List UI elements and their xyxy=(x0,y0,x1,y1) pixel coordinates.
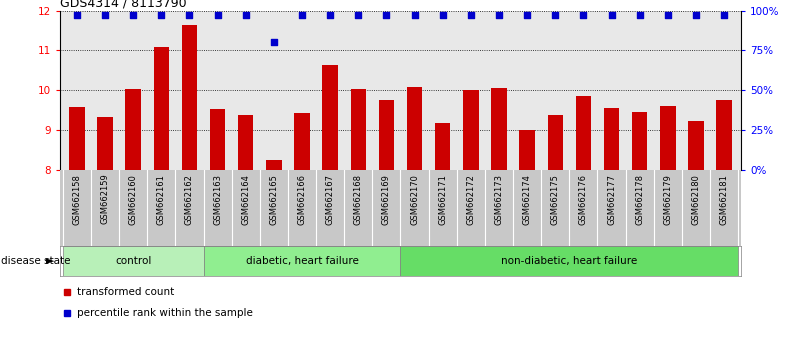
Bar xyxy=(182,24,197,170)
Bar xyxy=(323,65,338,170)
Text: GSM662165: GSM662165 xyxy=(269,174,279,224)
Text: GSM662163: GSM662163 xyxy=(213,174,222,225)
Text: disease state: disease state xyxy=(1,256,70,266)
Text: GSM662160: GSM662160 xyxy=(129,174,138,224)
Text: ►: ► xyxy=(46,256,54,266)
Text: GSM662169: GSM662169 xyxy=(382,174,391,224)
Bar xyxy=(604,108,619,170)
Bar xyxy=(351,90,366,170)
Text: GSM662180: GSM662180 xyxy=(691,174,700,224)
Point xyxy=(549,12,562,18)
Point xyxy=(662,12,674,18)
Bar xyxy=(126,90,141,170)
Point xyxy=(324,12,336,18)
Point xyxy=(127,12,139,18)
Text: GSM662161: GSM662161 xyxy=(157,174,166,224)
Text: GSM662176: GSM662176 xyxy=(579,174,588,225)
Text: GSM662179: GSM662179 xyxy=(663,174,672,224)
Bar xyxy=(379,100,394,170)
Point xyxy=(690,12,702,18)
Text: GSM662159: GSM662159 xyxy=(101,174,110,224)
Bar xyxy=(548,115,563,170)
Text: GSM662162: GSM662162 xyxy=(185,174,194,224)
Bar xyxy=(203,246,400,276)
Point xyxy=(211,12,224,18)
Point xyxy=(409,12,421,18)
Text: GSM662166: GSM662166 xyxy=(297,174,307,225)
Bar xyxy=(435,123,450,170)
Point xyxy=(605,12,618,18)
Point xyxy=(521,12,533,18)
Point xyxy=(493,12,505,18)
Bar xyxy=(294,113,310,170)
Text: GSM662170: GSM662170 xyxy=(410,174,419,224)
Point xyxy=(239,12,252,18)
Bar xyxy=(69,107,85,170)
Bar xyxy=(266,160,282,170)
Text: GSM662175: GSM662175 xyxy=(551,174,560,224)
Point xyxy=(268,40,280,45)
Text: GSM662174: GSM662174 xyxy=(522,174,532,224)
Point xyxy=(296,12,308,18)
Text: GDS4314 / 8113790: GDS4314 / 8113790 xyxy=(60,0,187,10)
Bar xyxy=(491,88,507,170)
Text: GSM662181: GSM662181 xyxy=(719,174,729,224)
Point xyxy=(437,12,449,18)
Bar xyxy=(688,121,703,170)
Text: transformed count: transformed count xyxy=(77,286,175,297)
Text: control: control xyxy=(115,256,151,266)
Bar xyxy=(519,130,535,170)
Text: diabetic, heart failure: diabetic, heart failure xyxy=(246,256,359,266)
Bar xyxy=(238,115,253,170)
Text: GSM662168: GSM662168 xyxy=(354,174,363,225)
Bar xyxy=(576,96,591,170)
Point xyxy=(634,12,646,18)
Point xyxy=(465,12,477,18)
Text: GSM662173: GSM662173 xyxy=(494,174,504,225)
Text: GSM662171: GSM662171 xyxy=(438,174,447,224)
Point xyxy=(380,12,392,18)
Text: GSM662172: GSM662172 xyxy=(466,174,475,224)
Point xyxy=(577,12,590,18)
Bar xyxy=(407,87,422,170)
Point xyxy=(70,12,83,18)
Bar xyxy=(660,106,675,170)
Text: GSM662164: GSM662164 xyxy=(241,174,250,224)
Text: GSM662167: GSM662167 xyxy=(326,174,335,225)
Bar xyxy=(98,117,113,170)
Point xyxy=(99,12,111,18)
Text: GSM662178: GSM662178 xyxy=(635,174,644,225)
Point xyxy=(183,12,196,18)
Point xyxy=(352,12,364,18)
Bar xyxy=(632,112,647,170)
Text: GSM662158: GSM662158 xyxy=(72,174,82,224)
Bar xyxy=(210,109,225,170)
Bar xyxy=(154,47,169,170)
Bar xyxy=(716,100,732,170)
Text: GSM662177: GSM662177 xyxy=(607,174,616,225)
Point xyxy=(718,12,731,18)
Point xyxy=(155,12,167,18)
Bar xyxy=(463,90,478,170)
Bar xyxy=(400,246,738,276)
Text: percentile rank within the sample: percentile rank within the sample xyxy=(77,308,253,318)
Bar xyxy=(63,246,203,276)
Text: non-diabetic, heart failure: non-diabetic, heart failure xyxy=(501,256,638,266)
